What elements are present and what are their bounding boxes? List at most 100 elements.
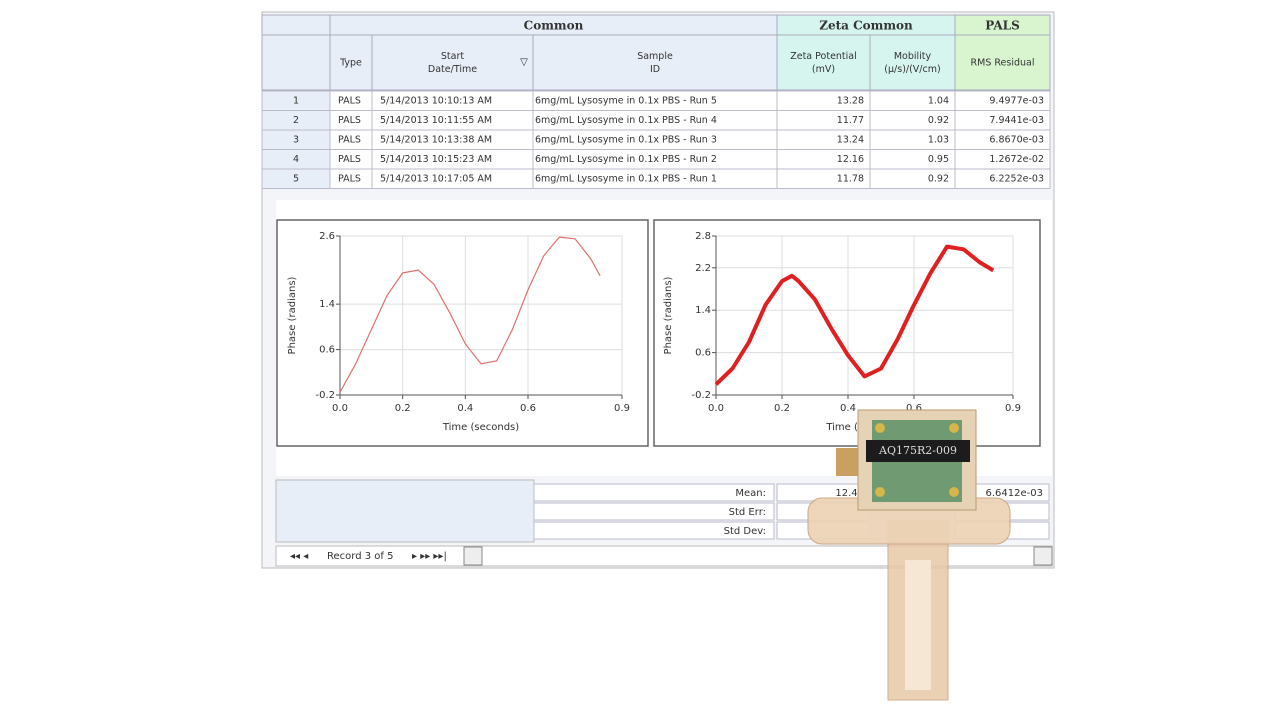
cell-text: 6mg/mL Lysosyme in 0.1x PBS - Run 5 — [535, 96, 717, 107]
column-header-text: Start — [441, 51, 464, 62]
screw — [949, 423, 959, 433]
group-header-text: Common — [524, 19, 584, 33]
header-cell — [261, 14, 331, 36]
cell-text: 5/14/2013 10:17:05 AM — [380, 174, 492, 185]
scroll-left[interactable] — [463, 546, 483, 566]
column-header-text: Sample — [637, 51, 673, 62]
cell-text: 2 — [293, 115, 299, 126]
cell-text: 5/14/2013 10:11:55 AM — [380, 115, 492, 126]
cell-text: 7.9441e-03 — [989, 115, 1044, 126]
cell-text: 1.03 — [928, 135, 949, 146]
header-cell — [261, 34, 331, 91]
screw — [875, 423, 885, 433]
summary-value: 12.45 — [835, 488, 864, 499]
column-header — [329, 34, 373, 91]
screw — [875, 487, 885, 497]
y-tick-label: 2.2 — [695, 263, 711, 274]
column-header-text: Type — [339, 58, 362, 69]
y-tick-label: 2.6 — [319, 231, 335, 242]
scroll-right[interactable] — [1033, 546, 1053, 566]
navigator-text: Record 3 of 5 — [327, 551, 393, 562]
x-tick-label: 0.4 — [457, 403, 473, 414]
summary-cell — [533, 483, 775, 502]
cell-text: 5/14/2013 10:15:23 AM — [380, 154, 492, 165]
x-tick-label: 0.4 — [840, 403, 856, 414]
column-header-text: Mobility — [894, 51, 932, 62]
cell-text: 6.2252e-03 — [989, 174, 1044, 185]
nav-buttons[interactable]: ▸ ▸▸ ▸▸| — [412, 551, 447, 562]
column-header-text: Zeta Potential — [790, 51, 857, 62]
column-header-text: Date/Time — [428, 64, 477, 75]
cell-text: 6mg/mL Lysosyme in 0.1x PBS - Run 3 — [535, 135, 717, 146]
screw — [949, 487, 959, 497]
summary-blank — [275, 479, 535, 543]
cell-text: PALS — [338, 115, 361, 126]
cell-text: 5/14/2013 10:13:38 AM — [380, 135, 492, 146]
y-tick-label: 1.4 — [695, 305, 711, 316]
cell-text: 12.16 — [837, 154, 864, 165]
cuvette-photo: AQ175R2-009 — [807, 409, 1011, 701]
column-header-text: (µ/s)/(V/cm) — [884, 64, 940, 75]
group-header-text: Zeta Common — [819, 19, 913, 33]
cell-text: 13.24 — [837, 135, 864, 146]
y-axis-label: Phase (radians) — [663, 276, 674, 354]
x-tick-label: 0.9 — [1005, 403, 1021, 414]
column-header-text: ID — [650, 64, 660, 75]
cell-text: PALS — [338, 174, 361, 185]
cell-text: 11.78 — [837, 174, 864, 185]
y-axis-label: Phase (radians) — [287, 276, 298, 354]
summary-label: Mean: — [735, 488, 766, 499]
cell-text: 5 — [293, 174, 299, 185]
cell-text: 0.92 — [928, 174, 949, 185]
cell-text: 1 — [293, 96, 299, 107]
cell-text: 0.95 — [928, 154, 949, 165]
cell-text: 3 — [293, 135, 299, 146]
cell-text: 1.2672e-02 — [989, 154, 1044, 165]
cell-text: 11.77 — [837, 115, 864, 126]
data-line — [714, 244, 995, 386]
data-line — [339, 236, 601, 393]
column-header-text: (mV) — [812, 64, 835, 75]
y-tick-label: -0.2 — [691, 390, 711, 401]
cell-text: 0.92 — [928, 115, 949, 126]
nav-buttons[interactable]: ◂◂ ◂ — [290, 551, 308, 562]
summary-cell — [533, 521, 775, 540]
cell-text: PALS — [338, 135, 361, 146]
x-axis-label: Time (seconds) — [442, 422, 519, 433]
table-cell — [954, 168, 1051, 189]
cell-text: 4 — [293, 154, 299, 165]
cell-text: 13.28 — [837, 96, 864, 107]
column-header — [869, 34, 956, 91]
cell-text: 6.8670e-03 — [989, 135, 1044, 146]
column-header — [954, 34, 1051, 91]
cell-text: PALS — [338, 96, 361, 107]
column-header — [776, 34, 871, 91]
cell-text: 1.04 — [928, 96, 949, 107]
x-tick-label: 0.2 — [395, 403, 411, 414]
x-tick-label: 0.6 — [906, 403, 922, 414]
x-tick-label: 0.6 — [520, 403, 536, 414]
summary-value: 6.6412e-03 — [986, 488, 1043, 499]
group-header-text: PALS — [985, 19, 1020, 33]
column-header — [532, 34, 778, 91]
y-tick-label: 1.4 — [319, 299, 335, 310]
x-tick-label: 0.0 — [708, 403, 724, 414]
cell-text: 5/14/2013 10:10:13 AM — [380, 96, 492, 107]
label-plate — [866, 440, 970, 462]
cell-text: 6mg/mL Lysosyme in 0.1x PBS - Run 4 — [535, 115, 717, 126]
summary-label: Std Dev: — [724, 526, 766, 537]
x-tick-label: 0.2 — [774, 403, 790, 414]
cuvette-window — [905, 560, 931, 690]
cell-text: 6mg/mL Lysosyme in 0.1x PBS - Run 2 — [535, 154, 717, 165]
cell-text: PALS — [338, 154, 361, 165]
column-header-text: RMS Residual — [971, 58, 1035, 69]
plot-area — [339, 235, 623, 396]
device-label: AQ175R2-009 — [878, 444, 957, 457]
column-header — [371, 34, 534, 91]
x-tick-label: 0.0 — [332, 403, 348, 414]
x-tick-label: 0.9 — [614, 403, 630, 414]
y-tick-label: -0.2 — [315, 390, 335, 401]
y-tick-label: 2.8 — [695, 231, 711, 242]
